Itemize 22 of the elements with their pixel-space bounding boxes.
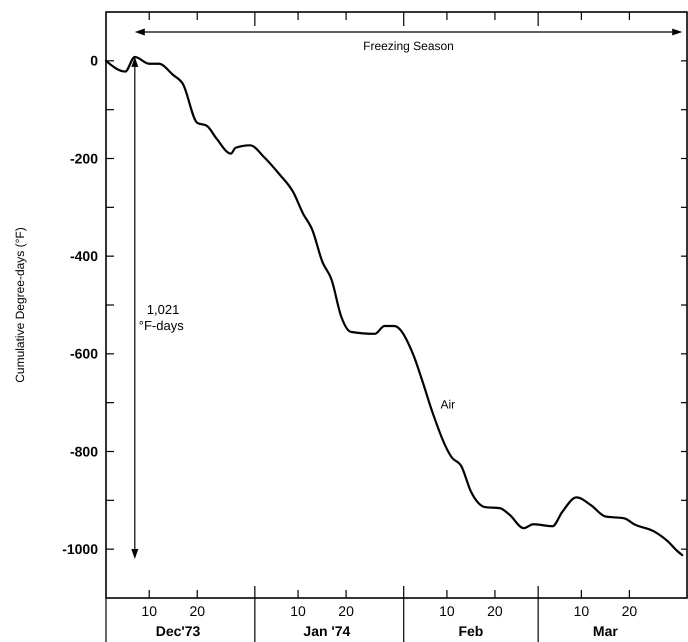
y-tick-label: 0: [90, 52, 98, 69]
annotation: 1,021 °F-days: [138, 302, 184, 333]
x-tick-label: 20: [338, 603, 354, 619]
x2-tick-label: Mar: [592, 623, 618, 639]
x2-tick-label: Feb: [458, 623, 484, 639]
y-tick-label: -200: [70, 150, 98, 166]
x2-tick-label: Jan '74: [303, 623, 351, 639]
x-tick-label: 10: [141, 603, 158, 619]
x-tick-label: 10: [574, 603, 590, 619]
x-tick-label: 10: [439, 603, 455, 619]
x-tick-label: 20: [189, 603, 206, 619]
y-axis-title: Cumulative Degree-days (°F): [13, 227, 27, 383]
y-tick-label: -600: [70, 346, 98, 362]
y-tick-label: -800: [70, 443, 98, 460]
annotation: Freezing Season: [363, 39, 454, 53]
x-tick-label: 10: [290, 603, 306, 619]
x-tick-label: 20: [487, 603, 503, 619]
y-tick-label: -1000: [62, 541, 98, 558]
y-tick-label: -400: [70, 248, 98, 264]
x-tick-label: 20: [622, 603, 638, 619]
x2-tick-label: Dec'73: [156, 623, 201, 639]
series-label: Air: [440, 397, 456, 412]
